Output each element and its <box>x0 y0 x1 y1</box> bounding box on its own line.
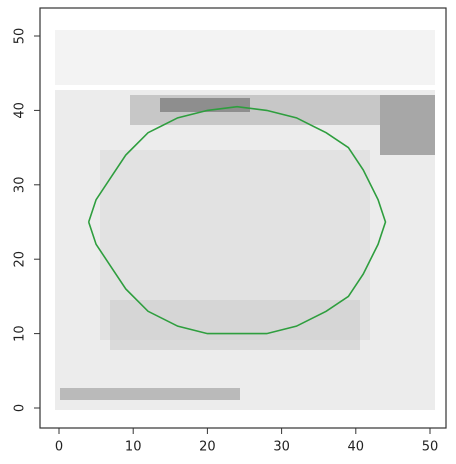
y-tick-label: 20 <box>13 251 28 268</box>
y-tick-label: 50 <box>13 28 28 45</box>
x-tick-label: 30 <box>273 440 290 455</box>
y-tick-label: 30 <box>13 177 28 194</box>
heatmap-background <box>55 30 435 410</box>
x-tick-label: 20 <box>199 440 216 455</box>
plot-frame <box>39 7 447 429</box>
x-tick-label: 40 <box>348 440 365 455</box>
x-tick-label: 10 <box>125 440 142 455</box>
y-tick-label: 0 <box>13 404 28 412</box>
curve <box>87 105 387 335</box>
x-tick-label: 50 <box>422 440 439 455</box>
x-tick-label: 0 <box>55 440 63 455</box>
y-tick-label: 40 <box>13 102 28 119</box>
y-tick-label: 10 <box>13 325 28 342</box>
